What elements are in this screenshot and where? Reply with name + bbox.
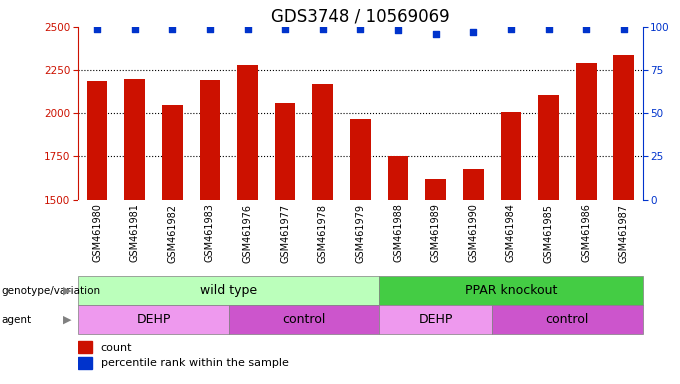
Bar: [350, 119, 371, 384]
Text: agent: agent: [1, 314, 31, 325]
Bar: [388, 156, 409, 384]
Text: GSM461976: GSM461976: [243, 204, 252, 263]
Text: GSM461984: GSM461984: [506, 204, 516, 262]
Text: wild type: wild type: [200, 285, 257, 297]
Point: [92, 25, 103, 31]
Point: [430, 31, 441, 37]
Text: GSM461983: GSM461983: [205, 204, 215, 262]
Bar: [237, 65, 258, 384]
Text: GSM461985: GSM461985: [543, 204, 554, 263]
Text: GSM461979: GSM461979: [356, 204, 365, 263]
Bar: [78, 341, 92, 354]
Point: [279, 25, 290, 31]
Bar: [124, 79, 145, 384]
Bar: [500, 112, 522, 384]
Text: DEHP: DEHP: [418, 313, 453, 326]
Bar: [379, 305, 492, 334]
Point: [581, 25, 592, 31]
Text: GSM461989: GSM461989: [430, 204, 441, 262]
Text: GSM461987: GSM461987: [619, 204, 629, 263]
Point: [242, 25, 253, 31]
Text: count: count: [101, 343, 133, 353]
Text: GSM461990: GSM461990: [469, 204, 478, 262]
Point: [129, 25, 140, 31]
Bar: [162, 105, 183, 384]
Text: DEHP: DEHP: [136, 313, 171, 326]
Point: [355, 25, 366, 31]
Text: GSM461977: GSM461977: [280, 204, 290, 263]
Text: GSM461986: GSM461986: [581, 204, 591, 262]
Bar: [613, 55, 634, 384]
Title: GDS3748 / 10569069: GDS3748 / 10569069: [271, 7, 449, 25]
Bar: [538, 95, 559, 384]
Text: GSM461981: GSM461981: [130, 204, 139, 262]
Bar: [78, 305, 228, 334]
Text: GSM461982: GSM461982: [167, 204, 177, 263]
Bar: [463, 169, 483, 384]
Point: [167, 25, 177, 31]
Text: percentile rank within the sample: percentile rank within the sample: [101, 358, 288, 368]
Text: GSM461988: GSM461988: [393, 204, 403, 262]
Bar: [576, 63, 596, 384]
Text: ▶: ▶: [63, 314, 71, 325]
Point: [543, 25, 554, 31]
Point: [468, 29, 479, 35]
Bar: [379, 276, 643, 305]
Text: GSM461978: GSM461978: [318, 204, 328, 263]
Text: GSM461980: GSM461980: [92, 204, 102, 262]
Bar: [275, 103, 296, 384]
Bar: [492, 305, 643, 334]
Bar: [425, 179, 446, 384]
Point: [392, 27, 403, 33]
Point: [505, 25, 516, 31]
Bar: [78, 357, 92, 369]
Point: [618, 25, 629, 31]
Text: control: control: [282, 313, 326, 326]
Text: ▶: ▶: [63, 286, 71, 296]
Bar: [199, 81, 220, 384]
Bar: [228, 305, 379, 334]
Bar: [86, 81, 107, 384]
Point: [205, 25, 216, 31]
Text: control: control: [545, 313, 589, 326]
Text: PPAR knockout: PPAR knockout: [464, 285, 557, 297]
Point: [318, 25, 328, 31]
Text: genotype/variation: genotype/variation: [1, 286, 101, 296]
Bar: [78, 276, 379, 305]
Bar: [312, 84, 333, 384]
